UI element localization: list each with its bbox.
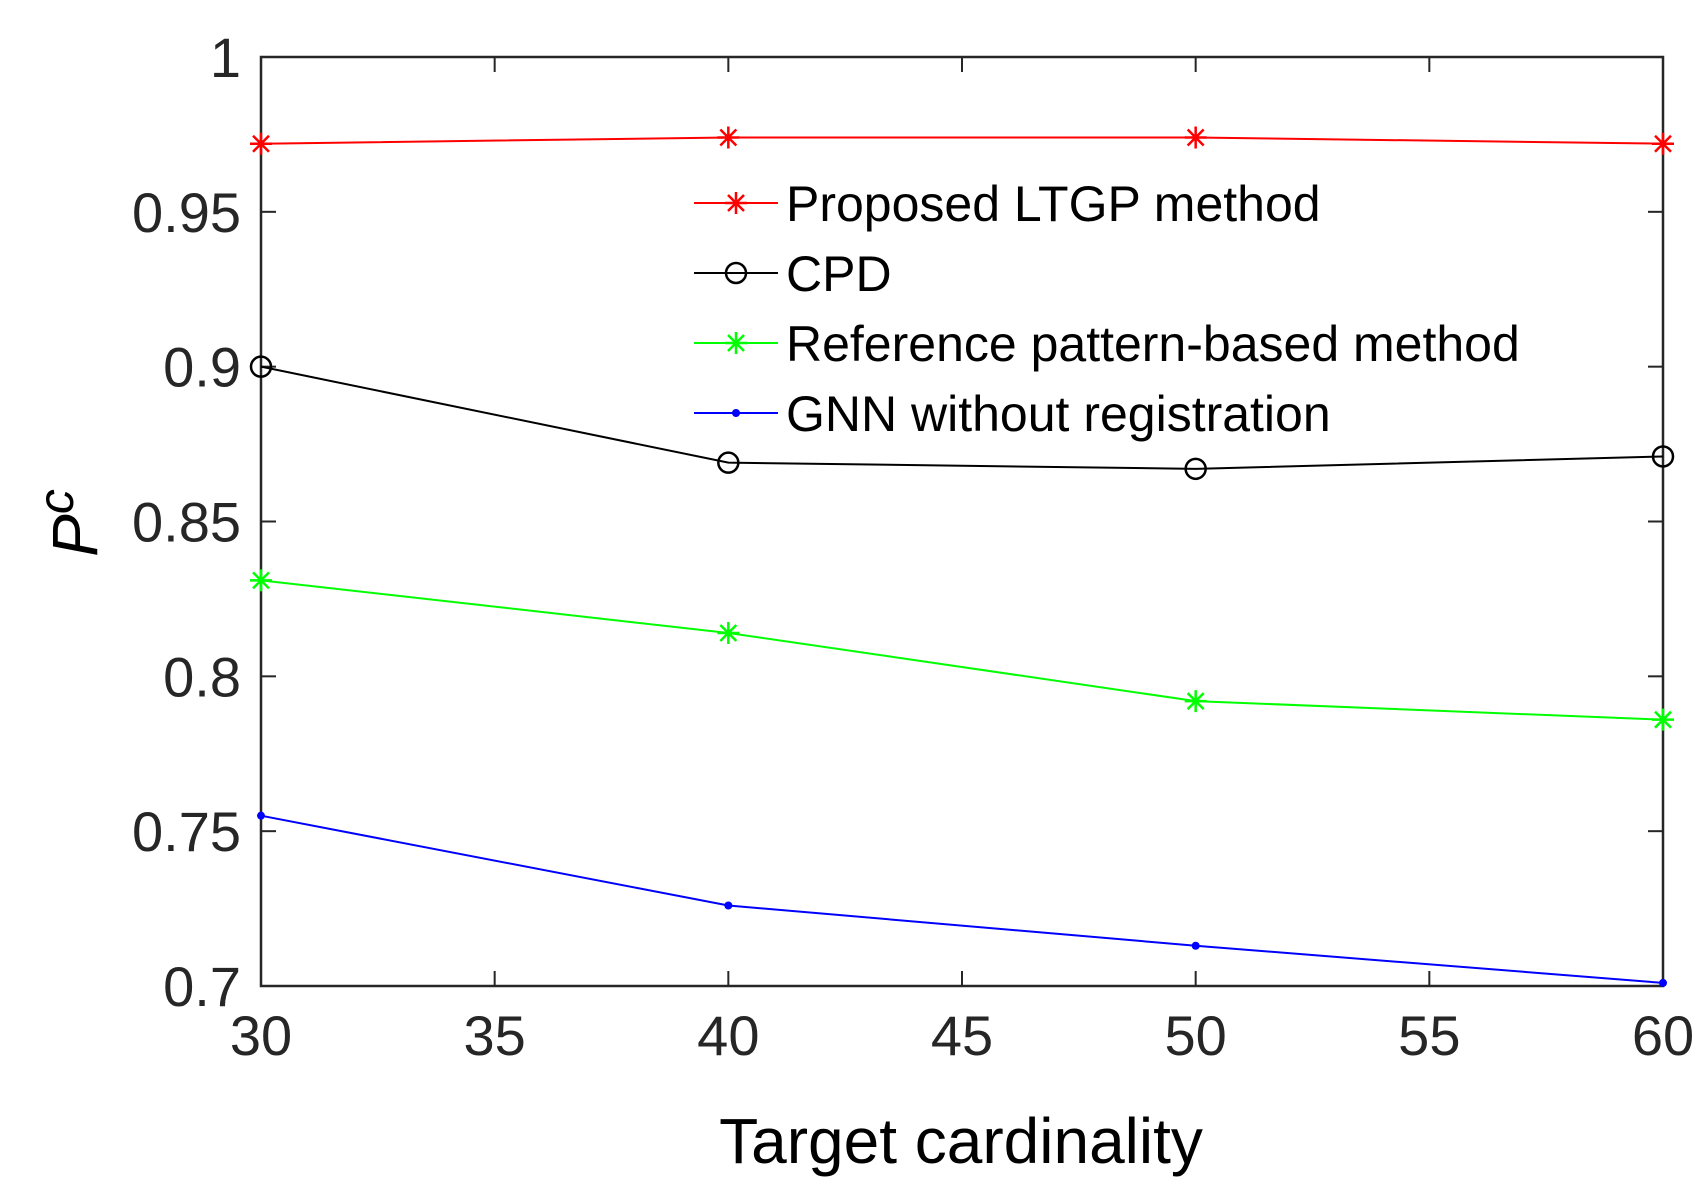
legend-entry-proposed-ltgp-method: Proposed LTGP method [694, 176, 1321, 232]
legend-marker [724, 261, 748, 285]
series-line-reference-pattern-based-method [260, 579, 1664, 721]
y-tick-label: 0.9 [163, 336, 241, 399]
legend-label: CPD [786, 246, 892, 302]
data-point-proposed-ltgp-method [1652, 132, 1674, 155]
data-point-gnn-without-registration [724, 901, 733, 910]
data-point-proposed-ltgp-method [1184, 126, 1207, 149]
legend-label: Proposed LTGP method [786, 176, 1321, 232]
legend-label: Reference pattern-based method [786, 316, 1520, 372]
x-tick-label: 30 [230, 1004, 292, 1067]
data-point-reference-pattern-based-method [1652, 708, 1674, 731]
x-tick-label: 50 [1165, 1004, 1227, 1067]
axes: 30 35 40 45 50 55 60 0.7 0.75 0.8 0.85 0.9 0.95 1 [132, 26, 1694, 1067]
data-point-cpd [249, 355, 273, 378]
y-tick-label: 0.85 [132, 491, 241, 554]
data-point-gnn-without-registration [1659, 978, 1667, 987]
data-point-gnn-without-registration [257, 811, 265, 820]
data-point-cpd [1651, 445, 1675, 468]
data-point-reference-pattern-based-method [250, 569, 272, 592]
data-point-proposed-ltgp-method [250, 132, 272, 155]
series-gnn-without-registration [257, 811, 1667, 987]
data-point-gnn-without-registration [1191, 941, 1200, 950]
y-axis-label-sub: c [28, 489, 84, 514]
y-tick-label: 0.95 [132, 181, 241, 244]
legend-marker [725, 332, 747, 354]
series-line-gnn-without-registration [260, 814, 1664, 984]
legend-label: GNN without registration [786, 386, 1331, 442]
legend-entry-reference-pattern-based-method: Reference pattern-based method [694, 316, 1520, 372]
series-proposed-ltgp-method [250, 126, 1674, 155]
series-line-cpd [260, 365, 1664, 470]
series-cpd [249, 355, 1675, 481]
y-axis-label-main: P [39, 514, 111, 557]
y-tick-label: 0.7 [163, 955, 241, 1018]
x-tick-label: 40 [697, 1004, 759, 1067]
y-tick-label: 0.8 [163, 645, 241, 708]
data-point-cpd [717, 451, 740, 474]
data-point-reference-pattern-based-method [1184, 690, 1207, 713]
series [249, 126, 1675, 987]
series-line-proposed-ltgp-method [260, 136, 1664, 145]
y-tick-label: 0.75 [132, 800, 241, 863]
legend-marker [732, 409, 740, 417]
y-axis-label: Pc [28, 489, 111, 557]
x-tick-label: 60 [1632, 1004, 1694, 1067]
x-axis-label: Target cardinality [719, 1105, 1203, 1177]
y-tick-label: 1 [210, 26, 241, 89]
data-point-proposed-ltgp-method [717, 126, 740, 149]
series-reference-pattern-based-method [250, 569, 1674, 731]
legend: Proposed LTGP method CPD Reference pattern… [694, 176, 1520, 442]
x-tick-label: 55 [1398, 1004, 1460, 1067]
legend-entry-cpd: CPD [694, 246, 892, 302]
data-point-cpd [1184, 457, 1207, 481]
legend-marker [725, 192, 747, 214]
legend-entry-gnn-without-registration: GNN without registration [694, 386, 1331, 442]
x-tick-label: 35 [464, 1004, 526, 1067]
x-tick-label: 45 [931, 1004, 993, 1067]
data-point-reference-pattern-based-method [717, 621, 740, 644]
